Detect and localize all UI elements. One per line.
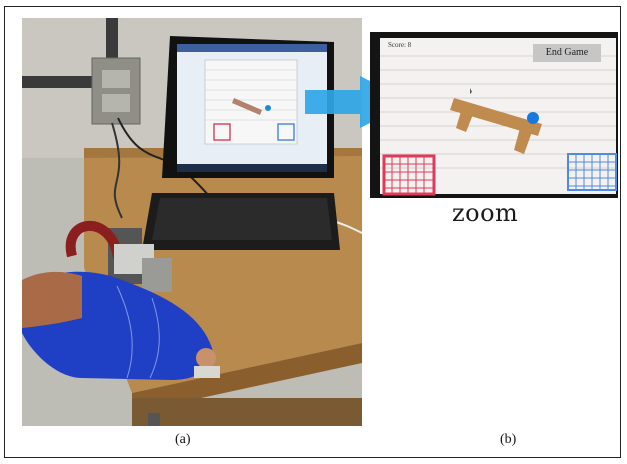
cursor-icon — [470, 88, 472, 94]
conduit-pipe-icon — [22, 76, 102, 88]
score-label: Score: 8 — [388, 41, 412, 49]
caption-b: (b) — [500, 432, 517, 447]
left-basket-icon — [382, 154, 436, 196]
tilted-platform-icon — [450, 98, 542, 154]
ball-icon — [527, 112, 539, 124]
caption-a: (a) — [175, 432, 191, 447]
end-game-button[interactable]: End Game — [533, 44, 601, 62]
zoom-label: zoom — [452, 199, 519, 227]
setup-photo — [22, 18, 362, 426]
right-basket-icon — [567, 153, 617, 191]
power-outlet-icon — [91, 57, 141, 125]
game-screen-zoom — [370, 32, 618, 198]
